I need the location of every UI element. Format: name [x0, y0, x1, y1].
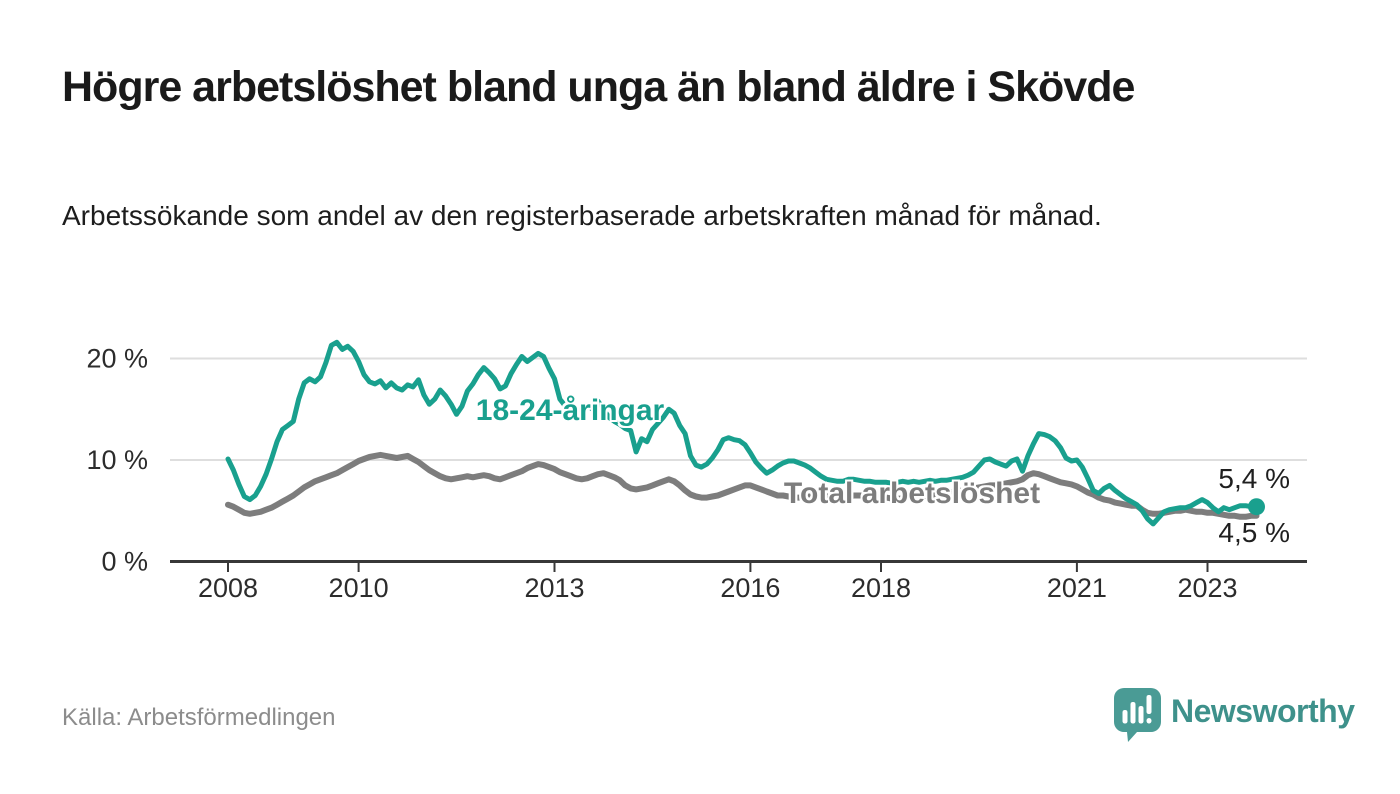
series-label-18-24: 18-24-åringar [475, 394, 665, 427]
newsworthy-logo: Newsworthy [1114, 688, 1355, 742]
x-axis-tick-label: 2008 [198, 573, 258, 603]
y-axis-tick-label: 0 % [101, 547, 148, 577]
x-axis-tick-label: 2013 [524, 573, 584, 603]
x-axis-tick-label: 2023 [1177, 573, 1237, 603]
x-axis-tick-label: 2016 [720, 573, 780, 603]
end-value-label-total: 4,5 % [1218, 517, 1290, 548]
x-axis-tick-label: 2010 [329, 573, 389, 603]
chart-title: Högre arbetslöshet bland unga än bland ä… [62, 63, 1135, 111]
series-line-total [225, 451, 1260, 520]
series-label-total: Total arbetslöshet [783, 477, 1041, 510]
source-note: Källa: Arbetsförmedlingen [62, 704, 336, 731]
x-axis-tick-label: 2018 [851, 573, 911, 603]
newsworthy-logo-icon [1114, 688, 1161, 742]
y-axis-tick-label: 20 % [86, 344, 148, 374]
chart-subtitle: Arbetssökande som andel av den registerb… [62, 200, 1102, 231]
newsworthy-logo-text: Newsworthy [1171, 692, 1355, 729]
x-axis-tick-label: 2021 [1047, 573, 1107, 603]
end-value-label-18-24: 5,4 % [1218, 463, 1290, 494]
y-axis-tick-label: 10 % [86, 445, 148, 475]
series-line-18-24 [225, 339, 1259, 527]
series-end-dot [1248, 498, 1265, 516]
